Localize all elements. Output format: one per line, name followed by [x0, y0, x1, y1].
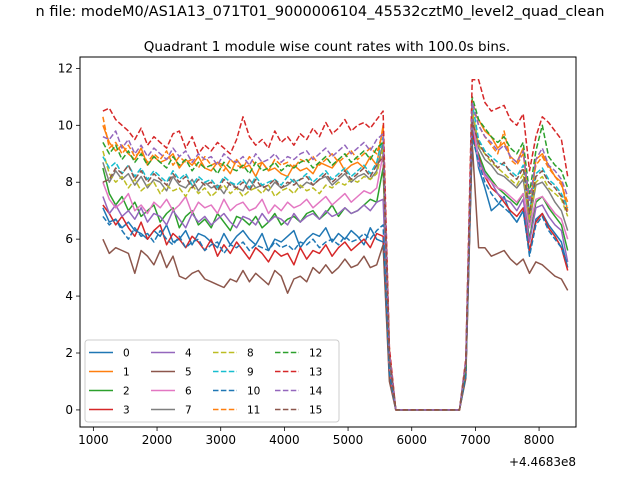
- y-tick-label: 8: [65, 175, 73, 189]
- y-tick-label: 10: [58, 118, 73, 132]
- series-line-13: [102, 79, 569, 411]
- x-tick-label: 3000: [205, 433, 236, 447]
- legend-label-7: 7: [185, 405, 192, 417]
- series-line-5: [102, 141, 569, 411]
- y-tick-label: 12: [58, 61, 73, 75]
- x-tick-label: 6000: [396, 433, 427, 447]
- series-line-9: [102, 101, 569, 411]
- figure-suptitle: n file: modeM0/AS1A13_071T01_9000006104_…: [36, 4, 605, 20]
- legend-box: [84, 339, 340, 423]
- legend-label-14: 14: [309, 386, 323, 398]
- legend-label-11: 11: [247, 405, 260, 417]
- series-line-10: [102, 135, 569, 411]
- y-tick-label: 4: [65, 289, 73, 303]
- plot-frame: [79, 56, 577, 428]
- series-line-14: [102, 101, 569, 411]
- legend-label-0: 0: [123, 348, 130, 360]
- series-line-11: [102, 98, 569, 411]
- x-tick-label: 5000: [333, 433, 364, 447]
- legend-label-10: 10: [247, 386, 260, 398]
- legend-label-1: 1: [123, 367, 130, 379]
- series-line-2: [102, 138, 569, 411]
- series-line-12: [102, 96, 569, 411]
- legend-label-13: 13: [309, 367, 322, 379]
- x-tick-label: 1000: [78, 433, 109, 447]
- y-tick-label: 0: [65, 403, 73, 417]
- axis-ticks: 1000 2000 3000 4000 5000 6000 7000 800002468101…: [58, 61, 555, 447]
- x-tick-label: 2000: [142, 433, 173, 447]
- legend-label-9: 9: [247, 367, 254, 379]
- series-line-7: [102, 113, 569, 411]
- legend-label-8: 8: [247, 348, 254, 360]
- series-lines: [102, 79, 569, 411]
- legend-label-4: 4: [185, 348, 192, 360]
- series-line-15: [102, 121, 569, 411]
- y-tick-label: 6: [65, 232, 73, 246]
- x-offset-label: +4.4683e8: [509, 455, 576, 469]
- series-line-8: [102, 107, 569, 411]
- x-tick-label: 7000: [460, 433, 491, 447]
- legend-label-15: 15: [309, 405, 322, 417]
- legend-label-6: 6: [185, 386, 192, 398]
- series-line-3: [102, 133, 569, 411]
- series-line-6: [102, 116, 569, 411]
- x-tick-label: 4000: [269, 433, 300, 447]
- legend-label-3: 3: [123, 405, 130, 417]
- series-line-1: [102, 110, 569, 411]
- axes-title: Quadrant 1 module wise count rates with …: [144, 39, 510, 55]
- legend-label-5: 5: [185, 367, 192, 379]
- x-tick-label: 8000: [524, 433, 555, 447]
- legend-label-2: 2: [123, 386, 130, 398]
- legend-label-12: 12: [309, 348, 322, 360]
- y-tick-label: 2: [65, 346, 73, 360]
